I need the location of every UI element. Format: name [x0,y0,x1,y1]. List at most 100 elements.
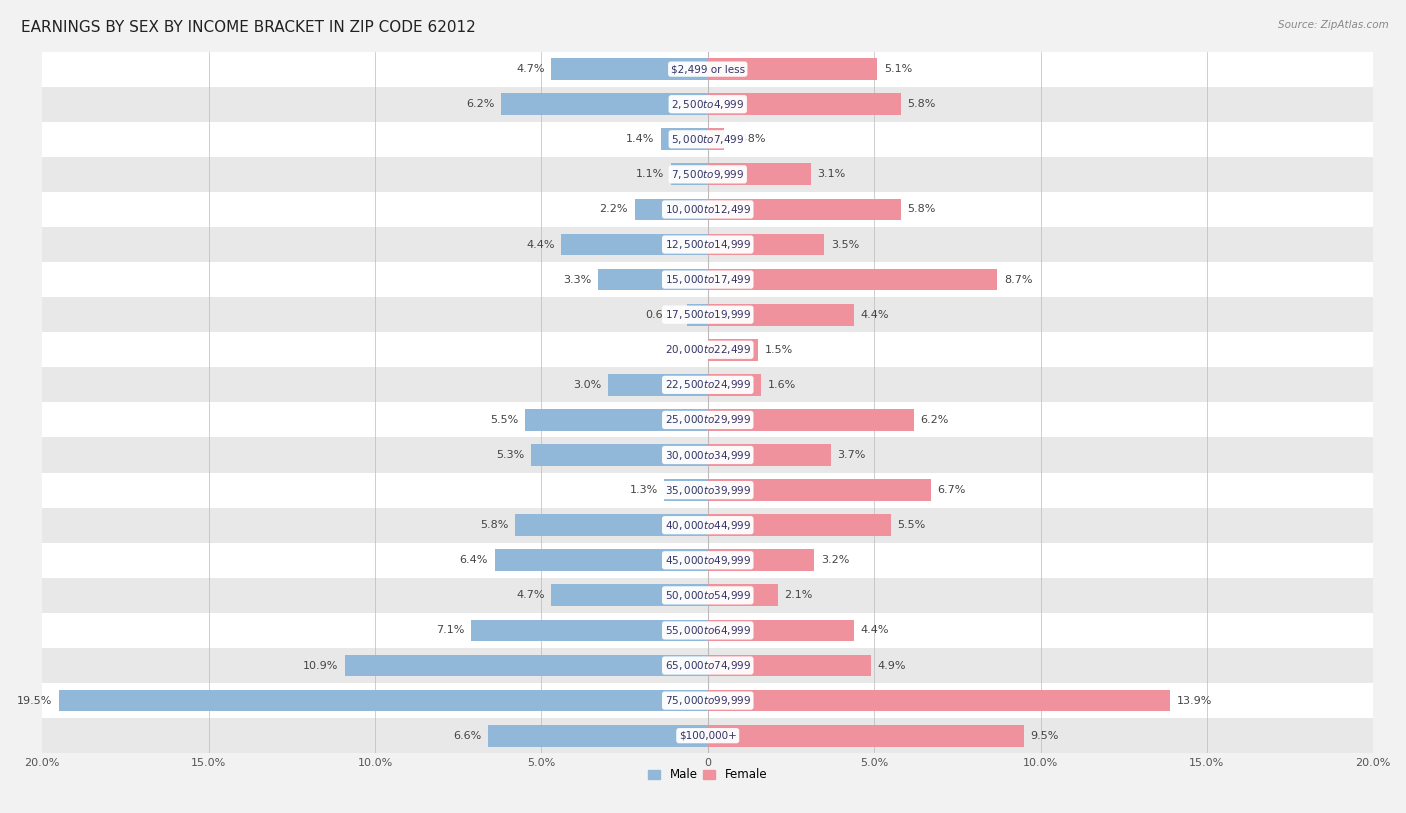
Text: $55,000 to $64,999: $55,000 to $64,999 [665,624,751,637]
Bar [707,725,1024,746]
Text: $12,500 to $14,999: $12,500 to $14,999 [665,238,751,251]
Text: $100,000+: $100,000+ [679,731,737,741]
Bar [344,654,707,676]
Bar [42,683,1374,718]
Text: 3.5%: 3.5% [831,240,859,250]
Bar [707,269,997,290]
Bar [551,585,707,606]
Text: 6.2%: 6.2% [921,415,949,425]
Text: 3.0%: 3.0% [574,380,602,390]
Text: $15,000 to $17,499: $15,000 to $17,499 [665,273,751,286]
Text: 5.8%: 5.8% [479,520,508,530]
Text: 1.3%: 1.3% [630,485,658,495]
Text: 3.3%: 3.3% [562,275,592,285]
Bar [502,93,707,115]
Text: $35,000 to $39,999: $35,000 to $39,999 [665,484,751,497]
Bar [661,128,707,150]
Bar [707,689,1170,711]
Text: 0.0%: 0.0% [673,345,702,354]
Text: 6.7%: 6.7% [938,485,966,495]
Bar [561,233,707,255]
Bar [42,718,1374,753]
Bar [707,479,931,501]
Bar [707,550,814,572]
Text: $40,000 to $44,999: $40,000 to $44,999 [665,519,751,532]
Legend: Male, Female: Male, Female [644,763,772,786]
Bar [42,543,1374,578]
Text: 5.8%: 5.8% [907,204,936,215]
Text: Source: ZipAtlas.com: Source: ZipAtlas.com [1278,20,1389,30]
Text: 13.9%: 13.9% [1177,696,1212,706]
Bar [42,578,1374,613]
Bar [42,613,1374,648]
Bar [707,304,855,325]
Text: 10.9%: 10.9% [304,660,339,671]
Bar [671,163,707,185]
Bar [598,269,707,290]
Bar [42,437,1374,472]
Text: $45,000 to $49,999: $45,000 to $49,999 [665,554,751,567]
Bar [524,409,707,431]
Bar [42,333,1374,367]
Text: 4.4%: 4.4% [860,625,890,636]
Text: $10,000 to $12,499: $10,000 to $12,499 [665,203,751,216]
Bar [707,163,811,185]
Bar [42,298,1374,333]
Text: 5.3%: 5.3% [496,450,524,460]
Text: 1.6%: 1.6% [768,380,796,390]
Bar [42,507,1374,543]
Bar [707,339,758,361]
Bar [42,157,1374,192]
Text: 7.1%: 7.1% [436,625,465,636]
Text: 3.7%: 3.7% [838,450,866,460]
Bar [42,51,1374,87]
Text: 4.9%: 4.9% [877,660,905,671]
Bar [707,585,778,606]
Bar [495,550,707,572]
Bar [488,725,707,746]
Bar [42,367,1374,402]
Text: $20,000 to $22,499: $20,000 to $22,499 [665,343,751,356]
Text: 3.2%: 3.2% [821,555,849,565]
Text: $65,000 to $74,999: $65,000 to $74,999 [665,659,751,672]
Bar [707,198,901,220]
Bar [707,444,831,466]
Text: $30,000 to $34,999: $30,000 to $34,999 [665,449,751,462]
Text: 1.5%: 1.5% [765,345,793,354]
Text: EARNINGS BY SEX BY INCOME BRACKET IN ZIP CODE 62012: EARNINGS BY SEX BY INCOME BRACKET IN ZIP… [21,20,475,35]
Text: 0.62%: 0.62% [645,310,681,320]
Bar [607,374,707,396]
Bar [42,122,1374,157]
Bar [531,444,707,466]
Text: 0.48%: 0.48% [730,134,766,144]
Text: 1.4%: 1.4% [626,134,655,144]
Text: 19.5%: 19.5% [17,696,52,706]
Bar [707,374,761,396]
Text: 4.4%: 4.4% [860,310,890,320]
Text: $75,000 to $99,999: $75,000 to $99,999 [665,694,751,707]
Bar [707,515,891,536]
Text: $5,000 to $7,499: $5,000 to $7,499 [671,133,744,146]
Text: 4.7%: 4.7% [516,590,544,600]
Text: 4.7%: 4.7% [516,64,544,74]
Bar [42,648,1374,683]
Text: 1.1%: 1.1% [637,169,665,180]
Bar [515,515,707,536]
Bar [59,689,707,711]
Bar [42,227,1374,262]
Text: 8.7%: 8.7% [1004,275,1032,285]
Bar [42,402,1374,437]
Text: $25,000 to $29,999: $25,000 to $29,999 [665,414,751,427]
Text: $2,499 or less: $2,499 or less [671,64,745,74]
Bar [551,59,707,80]
Text: 2.1%: 2.1% [785,590,813,600]
Bar [42,192,1374,227]
Text: 6.4%: 6.4% [460,555,488,565]
Bar [665,479,707,501]
Text: 3.1%: 3.1% [817,169,846,180]
Text: 9.5%: 9.5% [1031,731,1059,741]
Text: $7,500 to $9,999: $7,500 to $9,999 [671,167,744,180]
Text: 5.8%: 5.8% [907,99,936,109]
Text: 2.2%: 2.2% [599,204,628,215]
Bar [707,409,914,431]
